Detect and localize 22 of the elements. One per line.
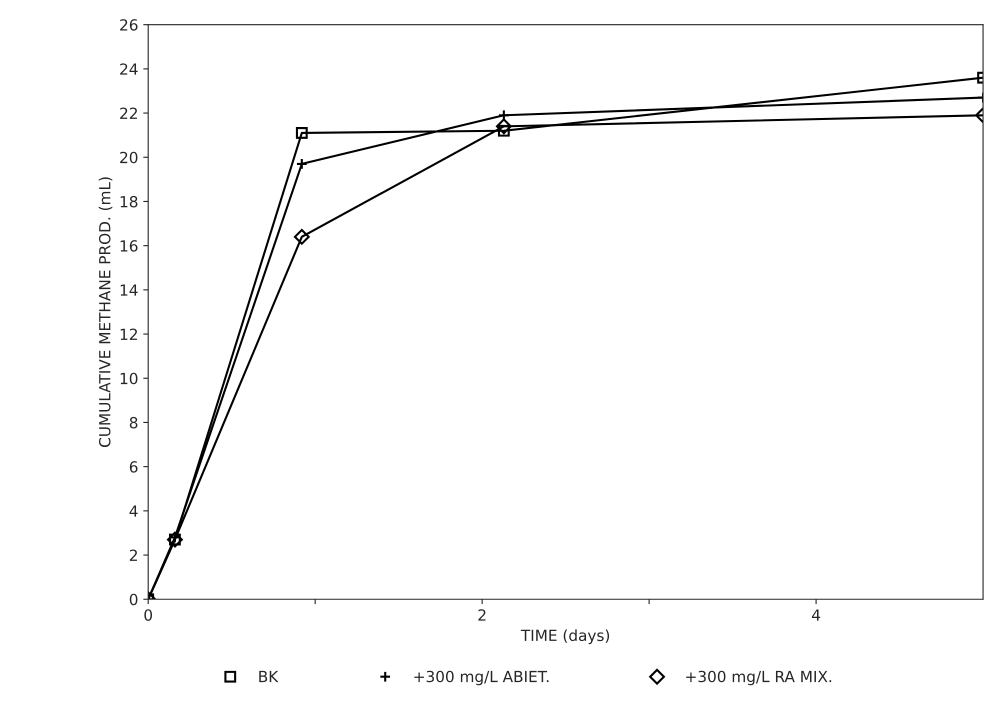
legend-label: +300 mg/L ABIET. bbox=[414, 670, 548, 686]
legend-label: BK bbox=[259, 670, 279, 682]
y-tick-label: 24 bbox=[120, 63, 138, 75]
y-tick-label: 26 bbox=[120, 19, 138, 31]
y-tick-label: 4 bbox=[130, 506, 138, 517]
legend-label: +300 mg/L RA MIX. bbox=[686, 670, 832, 686]
y-tick-label: 14 bbox=[120, 284, 138, 296]
x-tick-label: 0 bbox=[144, 609, 152, 621]
y-axis-title: CUMULATIVE METHANE PROD. (mL) bbox=[98, 177, 112, 448]
y-tick-label: 18 bbox=[120, 196, 138, 208]
y-tick-label: 2 bbox=[130, 550, 137, 561]
y-tick-label: 20 bbox=[120, 152, 138, 164]
x-tick-label: 2 bbox=[478, 609, 486, 621]
x-tick-label: 4 bbox=[812, 609, 820, 621]
y-tick-label: 0 bbox=[130, 594, 138, 606]
y-tick-label: 22 bbox=[120, 108, 137, 119]
y-tick-label: 8 bbox=[130, 416, 138, 428]
y-tick-label: 10 bbox=[120, 372, 138, 384]
y-tick-label: 16 bbox=[120, 240, 138, 252]
y-tick-label: 6 bbox=[130, 461, 138, 473]
y-tick-label: 12 bbox=[120, 328, 137, 340]
x-axis-title: TIME (days) bbox=[520, 629, 610, 644]
